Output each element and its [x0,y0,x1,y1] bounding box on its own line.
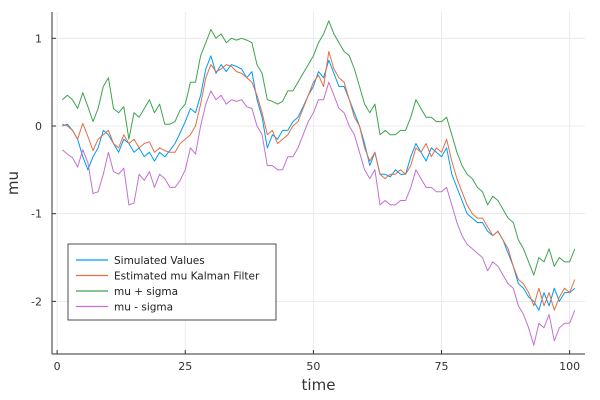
series-line-1 [62,55,576,311]
series-line-3 [61,20,576,276]
y-tick-label: 1 [35,32,42,45]
series-lines [61,20,576,346]
x-tick-label: 25 [178,360,192,373]
x-tick-label: 75 [435,360,449,373]
x-tick-label: 0 [54,360,61,373]
legend-label: mu + sigma [114,286,178,298]
y-tick-label: 0 [35,120,42,133]
legend-box [67,243,277,321]
series-line-2 [62,51,576,311]
y-axis-label: mu [4,171,22,195]
x-axis-label: time [302,376,336,394]
y-tick-label: -1 [31,208,42,221]
axes [51,12,585,355]
series-line-4 [61,81,576,346]
legend-label: Estimated mu Kalman Filter [114,271,260,283]
legend-label: mu - sigma [114,302,173,314]
x-tick-label: 50 [306,360,320,373]
legend: Simulated Values Estimated mu Kalman Filt… [67,243,277,321]
x-tick-label: 100 [559,360,580,373]
tick-labels: 0 25 50 75 100 -2 -1 0 1 [31,32,580,373]
legend-label: Simulated Values [114,255,205,267]
y-tick-label: -2 [31,295,42,308]
